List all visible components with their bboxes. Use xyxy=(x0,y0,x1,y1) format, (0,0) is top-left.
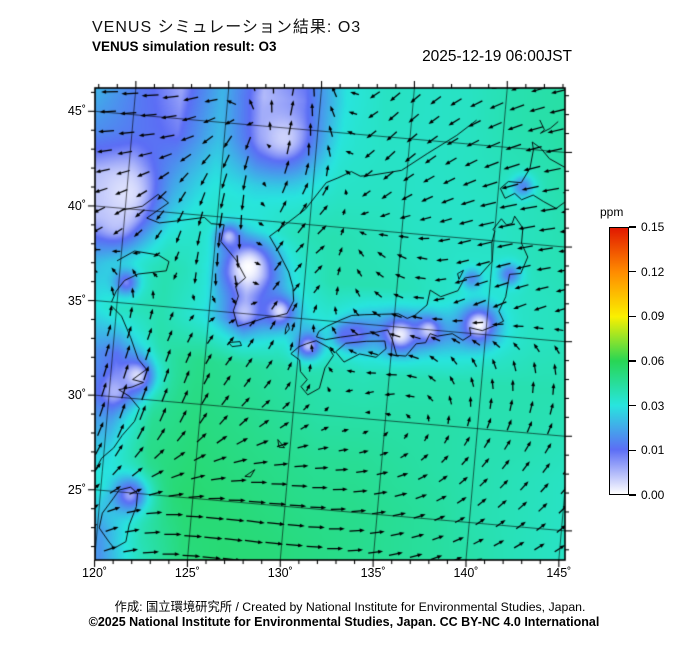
x-tick-label: 120˚ xyxy=(82,566,108,580)
colorbar-tick xyxy=(629,494,636,496)
colorbar xyxy=(609,227,629,495)
y-tick-label: 40˚ xyxy=(67,198,86,213)
colorbar-tick xyxy=(629,449,636,451)
y-tick-label: 45˚ xyxy=(67,104,86,119)
colorbar-tick-label: 0.15 xyxy=(641,220,665,234)
colorbar-tick-label: 0.06 xyxy=(641,354,665,368)
x-tick-label: 140˚ xyxy=(453,566,479,580)
colorbar-tick xyxy=(629,405,636,407)
y-tick-label: 35˚ xyxy=(67,293,86,308)
footer-credit-line: 作成: 国立環境研究所 / Created by National Instit… xyxy=(114,600,586,614)
colorbar-tick xyxy=(629,226,636,228)
x-tick-label: 135˚ xyxy=(360,566,386,580)
colorbar-tick-label: 0.09 xyxy=(641,309,665,324)
page-title-japanese: VENUS シミュレーション結果: O3 xyxy=(92,19,362,36)
colorbar-tick-label: 0.03 xyxy=(641,398,665,413)
colorbar-tick-label: 0.00 xyxy=(641,488,665,502)
x-tick-label: 125˚ xyxy=(174,566,200,580)
y-tick-label: 30˚ xyxy=(67,388,86,403)
footer-license-line: ©2025 National Institute for Environment… xyxy=(88,615,600,629)
x-tick-label: 130˚ xyxy=(267,566,293,580)
x-tick-label: 145˚ xyxy=(546,566,572,580)
colorbar-tick xyxy=(629,360,636,362)
page-title-english: VENUS simulation result: O3 xyxy=(92,39,277,54)
colorbar-unit-label: ppm xyxy=(600,205,624,219)
timestamp-label: 2025-12-19 06:00JST xyxy=(422,48,572,65)
colorbar-tick xyxy=(629,271,636,273)
colorbar-tick xyxy=(629,315,636,317)
colorbar-tick-label: 0.12 xyxy=(641,264,665,279)
y-tick-label: 25˚ xyxy=(67,482,86,497)
colorbar-tick-label: 0.01 xyxy=(641,443,665,458)
